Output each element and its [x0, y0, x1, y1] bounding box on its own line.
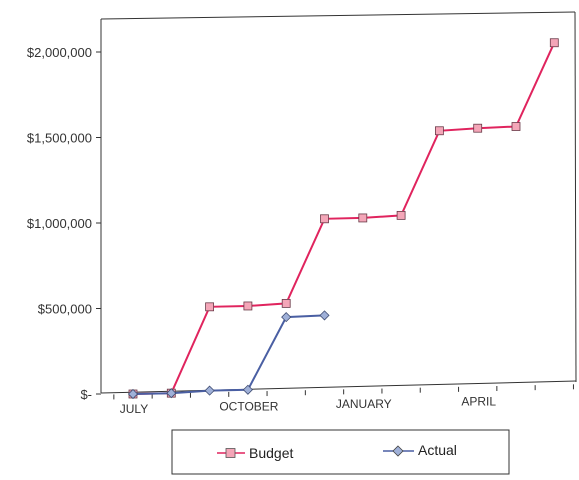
budget-point [473, 123, 483, 133]
x-tick-label: APRIL [461, 394, 496, 408]
x-tick-label: JANUARY [336, 397, 392, 411]
actual-point [242, 384, 253, 395]
budget-point [511, 122, 521, 131]
plot-border-right [574, 11, 577, 383]
plot-border-top [100, 11, 576, 20]
legend-actual-label: Actual [418, 442, 457, 458]
legend: Budget Actual [171, 429, 510, 475]
actual-point [281, 312, 292, 323]
series-line-actual [132, 314, 325, 395]
budget-point [320, 214, 329, 224]
actual-point [319, 310, 330, 321]
y-tick-label: $1,000,000 [27, 216, 92, 231]
legend-budget-marker [225, 448, 236, 458]
budget-point [358, 213, 368, 223]
budget-point [281, 299, 291, 308]
legend-budget-label: Budget [249, 445, 293, 461]
budget-point [396, 210, 406, 220]
actual-point [166, 388, 177, 399]
x-tick-label: JULY [120, 402, 148, 416]
budget-point [243, 301, 253, 311]
series-layer [127, 38, 559, 400]
actual-point [127, 388, 139, 400]
x-tick-label: OCTOBER [219, 399, 278, 413]
y-tick-label: $2,000,000 [27, 45, 92, 60]
y-tick-label: $1,500,000 [27, 131, 92, 146]
legend-box [171, 429, 510, 475]
y-axis-ticks: $- $500,000 $1,000,000 $1,500,000 $2,000,000 [27, 45, 101, 402]
x-axis-line [100, 380, 577, 394]
y-tick-label: $- [80, 387, 92, 402]
budget-point [434, 126, 444, 136]
legend-actual-marker [392, 445, 404, 457]
actual-point [204, 385, 215, 396]
x-axis-ticks: JULY OCTOBER JANUARY APRIL [113, 384, 574, 416]
series-line-budget [132, 42, 556, 395]
budget-point [549, 38, 559, 48]
budget-point [205, 302, 215, 312]
y-tick-label: $500,000 [38, 302, 92, 317]
